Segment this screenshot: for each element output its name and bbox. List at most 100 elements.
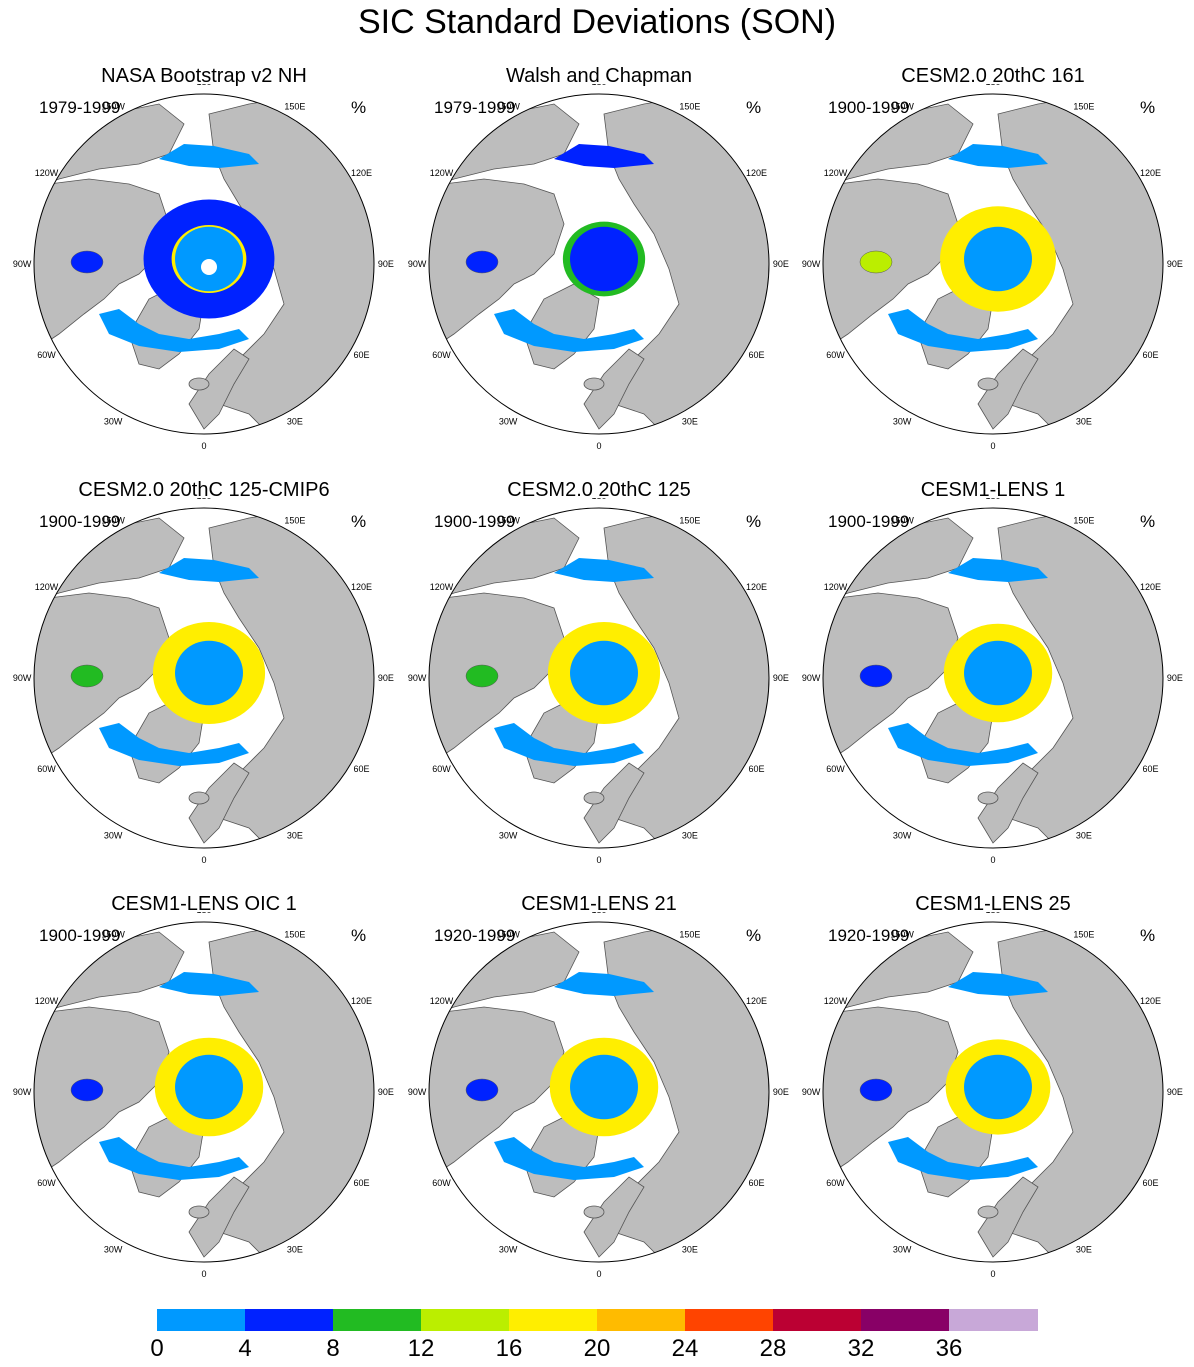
panel-period: 1900-1999	[828, 98, 910, 117]
iceland-landmass	[977, 1205, 999, 1219]
panel-period: 1979-1999	[39, 98, 121, 117]
longitude-label: 120E	[746, 996, 767, 1006]
iceland-landmass	[188, 791, 210, 805]
pole-hole	[201, 259, 217, 275]
longitude-label: 60E	[748, 350, 764, 360]
hudson-bay-sic	[465, 1078, 499, 1102]
longitude-label: 150W	[496, 102, 520, 112]
longitude-label: 120W	[430, 168, 454, 178]
map-panel: CESM2.0 20thC 161 1900-1999% 180 150E 120E 90…	[798, 64, 1188, 464]
panel-period: 1900-1999	[828, 512, 910, 531]
north-atlantic-sic	[494, 309, 644, 352]
longitude-label: 60W	[826, 350, 845, 360]
map-panel: CESM1-LENS OIC 1 1900-1999% 180 150E 120E 90E…	[9, 892, 399, 1292]
colorbar	[157, 1309, 1038, 1331]
bering-sea-sic	[554, 558, 654, 582]
longitude-label: 60E	[1142, 764, 1158, 774]
longitude-label: 30W	[893, 831, 912, 841]
polar-map: 180 150E 120E 90E 60E 30E 0 30W 60W 90W 120W 150W	[802, 84, 1183, 451]
colorbar-level-label: 16	[495, 1335, 523, 1362]
longitude-label: 30E	[682, 831, 698, 841]
map-panel: CESM2.0 20thC 125 1900-1999% 180 150E 120E 90…	[404, 478, 794, 878]
longitude-label: 90W	[408, 1087, 427, 1097]
iceland-landmass	[583, 1205, 605, 1219]
longitude-label: 30W	[499, 1245, 518, 1255]
longitude-label: 60W	[37, 350, 56, 360]
longitude-label: 150W	[101, 516, 125, 526]
panel-units: %	[351, 926, 367, 945]
longitude-label: 60W	[826, 1178, 845, 1188]
bering-sea-sic	[554, 144, 654, 168]
longitude-label: 30E	[1076, 1245, 1092, 1255]
longitude-label: 150W	[101, 930, 125, 940]
sic-central-arctic	[964, 640, 1032, 706]
bering-sea-sic	[159, 558, 259, 582]
colorbar-level-label: 32	[847, 1335, 875, 1362]
panel-period: 1900-1999	[39, 512, 121, 531]
panel-period: 1920-1999	[434, 926, 516, 945]
sic-central-arctic	[964, 226, 1032, 292]
longitude-label: 90E	[773, 259, 789, 269]
sic-central-arctic	[570, 1054, 638, 1120]
north-atlantic-sic	[494, 1137, 644, 1180]
longitude-label: 90E	[378, 259, 394, 269]
bering-sea-sic	[159, 972, 259, 996]
longitude-label: 30W	[499, 831, 518, 841]
polar-map: 180 150E 120E 90E 60E 30E 0 30W 60W 90W 120W 150W	[13, 84, 394, 451]
sic-central-arctic	[570, 226, 638, 292]
longitude-label: 90W	[13, 259, 32, 269]
iceland-landmass	[188, 1205, 210, 1219]
polar-map: 180 150E 120E 90E 60E 30E 0 30W 60W 90W 120W 150W	[408, 912, 789, 1279]
longitude-label: 90E	[378, 1087, 394, 1097]
colorbar-level-label: 28	[759, 1335, 787, 1362]
colorbar-box	[245, 1309, 334, 1331]
longitude-label: 30E	[682, 1245, 698, 1255]
map-boundary	[822, 507, 1164, 849]
longitude-label: 90E	[773, 673, 789, 683]
longitude-label: 60W	[432, 764, 451, 774]
longitude-label: 150W	[101, 102, 125, 112]
longitude-label: 60E	[353, 764, 369, 774]
scandinavia-landmass	[977, 348, 1039, 430]
longitude-label: 120W	[430, 996, 454, 1006]
longitude-label: 120W	[824, 996, 848, 1006]
panel-units: %	[1140, 512, 1156, 531]
polar-map: 180 150E 120E 90E 60E 30E 0 30W 60W 90W 120W 150W	[408, 84, 789, 451]
colorbar-level-label: 0	[150, 1335, 164, 1362]
longitude-label: 30E	[287, 1245, 303, 1255]
longitude-label: 150W	[890, 516, 914, 526]
colorbar-box	[685, 1309, 774, 1331]
map-boundary	[822, 93, 1164, 435]
longitude-label: 180	[196, 498, 211, 501]
longitude-label: 60E	[748, 764, 764, 774]
bering-sea-sic	[159, 144, 259, 168]
hudson-bay-sic	[70, 664, 104, 688]
longitude-label: 90W	[408, 673, 427, 683]
panel-period: 1900-1999	[39, 926, 121, 945]
panel-title: CESM2.0 20thC 161	[901, 65, 1085, 87]
north-atlantic-sic	[888, 1137, 1038, 1180]
iceland-landmass	[583, 377, 605, 391]
longitude-label: 60E	[353, 1178, 369, 1188]
greenland-landmass	[128, 1111, 205, 1198]
longitude-label: 60W	[37, 1178, 56, 1188]
longitude-label: 120W	[824, 582, 848, 592]
longitude-label: 90W	[802, 1087, 821, 1097]
longitude-label: 150W	[890, 930, 914, 940]
longitude-label: 60W	[37, 764, 56, 774]
scandinavia-landmass	[977, 1176, 1039, 1258]
hudson-bay-sic	[465, 250, 499, 274]
colorbar-labels: 0 4 8 12 16 20 24 28 32 36	[150, 1334, 1037, 1364]
panel-period: 1900-1999	[434, 512, 516, 531]
map-panel: NASA Bootstrap v2 NH 1979-1999% 180 150E 120…	[9, 64, 399, 464]
longitude-label: 90W	[13, 673, 32, 683]
panel-units: %	[746, 512, 762, 531]
greenland-landmass	[128, 697, 205, 784]
longitude-label: 120E	[351, 168, 372, 178]
longitude-label: 180	[985, 912, 1000, 915]
panel-title: NASA Bootstrap v2 NH	[101, 65, 307, 87]
longitude-label: 60W	[432, 1178, 451, 1188]
map-boundary	[428, 93, 770, 435]
panel-units: %	[746, 926, 762, 945]
colorbar-level-label: 4	[238, 1335, 252, 1362]
